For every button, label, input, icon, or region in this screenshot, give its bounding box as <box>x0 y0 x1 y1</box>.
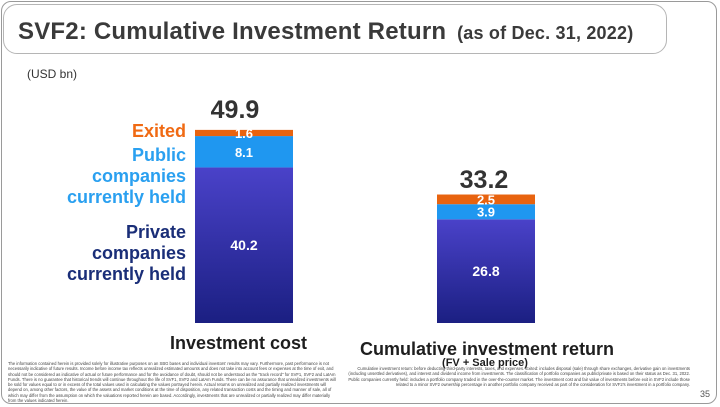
legend-private-line2: companies <box>91 243 186 263</box>
category-sublabel-return: (FV + Sale price) <box>442 357 528 369</box>
category-label-return: Cumulative investment return <box>360 339 615 359</box>
bar-value-exited-return: 2.5 <box>477 192 495 207</box>
unit-label: (USD bn) <box>27 67 78 81</box>
total-return: 33.2 <box>459 166 509 194</box>
legend-public-line3: currently held <box>66 187 186 207</box>
footnote-disclaimer: The information contained herein is prov… <box>8 361 336 404</box>
bar-value-private-cost: 40.2 <box>230 237 257 253</box>
slide-title: SVF2: Cumulative Investment Return (as o… <box>18 18 633 46</box>
bar-value-exited-cost: 1.6 <box>235 126 253 141</box>
footnote-definitions: Cumulative investment return: before ded… <box>348 366 690 387</box>
category-label-cost: Investment cost <box>170 333 308 353</box>
bar-segment-private-cost <box>195 167 293 323</box>
bar-segment-public-return <box>437 204 535 220</box>
title-text: SVF2: Cumulative Investment Return <box>18 18 447 45</box>
legend-private: Private companies currently held <box>40 222 186 285</box>
bar-segment-private-return <box>437 219 535 323</box>
total-cost: 49.9 <box>210 96 260 124</box>
bar-segment-exited-cost <box>195 129 293 137</box>
legend-private-line1: Private <box>125 222 186 242</box>
legend-private-line3: currently held <box>66 264 186 284</box>
legend-public: Public companies currently held <box>40 145 186 208</box>
legend-exited: Exited <box>60 121 186 142</box>
bar-value-public-return: 3.9 <box>477 205 495 220</box>
page-number: 35 <box>699 389 710 399</box>
title-date: (as of Dec. 31, 2022) <box>457 23 634 43</box>
bar-segment-public-cost <box>195 136 293 168</box>
bar-value-private-return: 26.8 <box>472 263 499 279</box>
legend-exited-text: Exited <box>131 121 186 141</box>
title-box: SVF2: Cumulative Investment Return (as o… <box>3 4 667 54</box>
legend-public-line2: companies <box>91 166 186 186</box>
bar-segment-exited-return <box>437 194 535 205</box>
bar-value-public-cost: 8.1 <box>235 145 253 160</box>
legend-public-line1: Public <box>131 145 186 165</box>
